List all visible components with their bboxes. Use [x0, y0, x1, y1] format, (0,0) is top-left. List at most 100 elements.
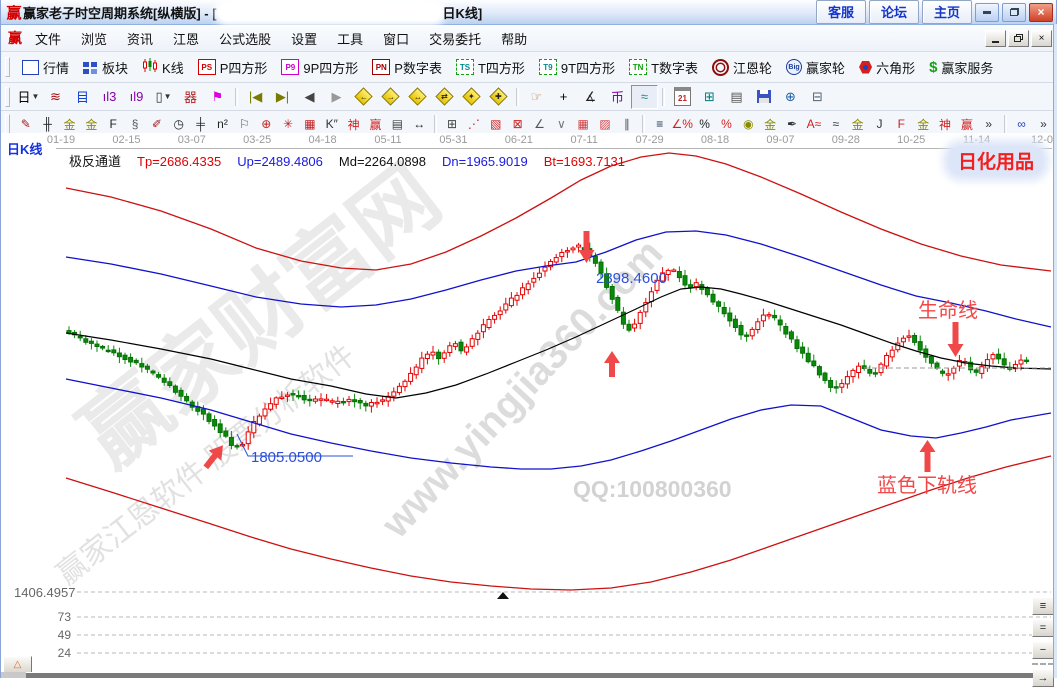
time-circle-icon[interactable]: ◷ [173, 117, 185, 131]
wave-scribble-icon[interactable]: ≋ [50, 88, 61, 104]
gold-angle-icon[interactable]: 金 [917, 117, 930, 132]
box-cross-rays-icon[interactable]: ⊠ [512, 117, 523, 131]
gold-bars-icon[interactable]: 金 [764, 117, 777, 132]
hand-pan-icon[interactable]: ☞ [530, 88, 543, 104]
menu-news[interactable]: 资讯 [127, 31, 154, 47]
fan-rays-icon[interactable]: ⋰ [467, 117, 480, 131]
toolbar-button-sectors[interactable]: 板块 [76, 56, 135, 79]
brush-knife-icon[interactable]: ✒ [787, 117, 798, 131]
toolbar-button-quotes[interactable]: 行情 [15, 56, 76, 79]
toolbar-button-9t-square[interactable]: T9 9T四方形 [532, 56, 622, 79]
three-pane-button[interactable]: ≡ [1032, 597, 1054, 615]
period-day-selector[interactable]: 日 ▼ [17, 90, 40, 105]
pattern-box-icon[interactable]: 器 [183, 90, 197, 105]
scroll-right-button[interactable]: → [1032, 669, 1054, 687]
ying-angle-icon[interactable]: 赢 [960, 117, 973, 132]
knife-tool-icon[interactable]: ✎ [20, 117, 31, 131]
grid-anchor-icon[interactable]: ⊞ [447, 117, 458, 131]
toolbar-button-t-square[interactable]: TS T四方形 [449, 56, 532, 79]
flag-histogram-icon[interactable]: ⚑ [211, 88, 224, 104]
kline-chart-canvas[interactable]: 赢家财富网 赢家江恩软件 股票分析软件 www.yingjia360.com Q… [1, 133, 1054, 672]
red-grid-arrow-icon[interactable]: ▨ [599, 117, 611, 131]
step-back-icon[interactable]: ◀ [304, 88, 315, 104]
more-tools-icon[interactable]: » [985, 117, 993, 131]
percent-strike-icon[interactable]: % [721, 117, 732, 131]
print-icon[interactable]: ⊟ [812, 88, 823, 104]
k-quote-icon[interactable]: K″ [325, 117, 338, 131]
mdi-restore-button[interactable] [1008, 29, 1029, 47]
zoom-diamond-star-icon[interactable]: ✦ [458, 85, 485, 109]
one-pane-button[interactable]: − [1032, 641, 1054, 659]
menu-settings[interactable]: 设置 [291, 31, 318, 47]
toolbar-button-winner-service[interactable]: $ 赢家服务 [922, 56, 1000, 79]
window-restore-button[interactable] [1002, 2, 1026, 22]
shen-angle-icon[interactable]: 神 [939, 117, 952, 132]
zoom-diamond-right-icon[interactable]: → [377, 85, 404, 109]
n-square-icon[interactable]: n² [217, 117, 228, 131]
toolbar-button-gann-wheel[interactable]: 江恩轮 [705, 56, 779, 79]
two-pane-button[interactable]: = [1032, 619, 1054, 637]
v-lines-icon[interactable]: ∨ [556, 117, 566, 131]
menu-gann[interactable]: 江恩 [173, 31, 200, 47]
j-angle-icon[interactable]: J [876, 117, 883, 131]
toolbar-button-p-number-table[interactable]: PN P数字表 [365, 56, 449, 79]
mdi-close-button[interactable]: × [1031, 29, 1052, 47]
toolbar-button-9p-square[interactable]: P9 9P四方形 [274, 56, 365, 79]
percent-bars-icon[interactable]: ≡ [656, 117, 664, 131]
crosshair-icon[interactable]: + [559, 89, 568, 104]
shen-ruler-icon[interactable]: 神 [347, 117, 360, 132]
zoom-diamond-narrow-icon[interactable]: ↔ [404, 85, 431, 109]
ruler-wave-icon[interactable]: ≈ [832, 117, 840, 131]
toolbar-button-hexagon[interactable]: 六角形 [852, 56, 922, 79]
ruler-123-icon[interactable]: ▤ [391, 117, 404, 131]
window-minimize-button[interactable] [975, 2, 999, 22]
spider-web-icon[interactable]: ✳ [283, 117, 294, 131]
mdi-minimize-button[interactable] [985, 29, 1006, 47]
angle-measure-icon[interactable]: ∡ [584, 88, 597, 104]
menu-help[interactable]: 帮助 [501, 31, 528, 47]
pen-ruler-icon[interactable]: ✐ [151, 117, 162, 131]
menu-window[interactable]: 窗口 [383, 31, 410, 47]
scrollbar-thumb[interactable] [26, 672, 1033, 678]
angle-rays-icon[interactable]: ∠ [534, 117, 545, 131]
spiral-icon[interactable]: § [131, 117, 139, 131]
zoom-diamond-cross-icon[interactable]: ✚ [485, 85, 512, 109]
menu-file[interactable]: 文件 [35, 31, 62, 47]
candle-style-selector[interactable]: ▯ ▼ [155, 88, 172, 104]
sector-tag[interactable]: 日化用品 [949, 146, 1044, 175]
more-tools-2-icon[interactable]: » [1040, 117, 1047, 131]
titlebar-home-button[interactable]: 主页 [921, 0, 972, 24]
info-document-icon[interactable]: 目 [75, 90, 89, 105]
export-web-icon[interactable]: ⊕ [785, 88, 796, 104]
menu-tools[interactable]: 工具 [337, 31, 364, 47]
flag-marker-icon[interactable]: ⚐ [238, 117, 250, 131]
gold-ruler-icon[interactable]: 金 [63, 117, 76, 132]
titlebar-forum-button[interactable]: 论坛 [868, 0, 919, 24]
gold-circle-icon[interactable]: ◉ [743, 117, 754, 131]
toolbar-button-winner-wheel[interactable]: Big 赢家轮 [779, 56, 852, 79]
width-measure-icon[interactable]: ↔ [413, 117, 426, 131]
window-close-button[interactable]: × [1029, 2, 1053, 22]
red-grid-icon[interactable]: ▦ [577, 117, 589, 131]
bars-9-icon[interactable]: ıl9 [129, 89, 144, 104]
goto-start-icon[interactable]: |◀ [248, 88, 263, 104]
menu-browse[interactable]: 浏览 [81, 31, 108, 47]
a-wave-icon[interactable]: A≈ [806, 117, 822, 131]
bars-3-icon[interactable]: ıl3 [102, 89, 117, 104]
toolbar-button-p-square[interactable]: PS P四方形 [191, 56, 275, 79]
zoom-diamond-left-icon[interactable]: ← [350, 85, 377, 109]
ying-ruler-icon[interactable]: 赢 [369, 117, 382, 132]
angle-percent-icon[interactable]: ∠% [671, 117, 693, 131]
horizontal-scrollbar[interactable] [1, 672, 1033, 678]
goto-end-icon[interactable]: ▶| [275, 88, 290, 104]
menu-formula-picker[interactable]: 公式选股 [219, 31, 272, 47]
grid-box-icon[interactable]: ▦ [304, 117, 316, 131]
long-ruler-icon[interactable]: ╪ [196, 117, 205, 131]
gann-flag-icon[interactable]: 币 [610, 90, 624, 105]
menu-trade-entrust[interactable]: 交易委托 [429, 31, 482, 47]
freehand-draw-icon[interactable]: ≈ [631, 84, 658, 109]
calculator-icon[interactable]: ⊞ [704, 88, 715, 104]
toolbar-button-kline[interactable]: K线 [135, 56, 191, 79]
parallel-lines-icon[interactable]: ∥ [623, 117, 630, 131]
expand-pane-button[interactable]: △ [3, 656, 32, 673]
